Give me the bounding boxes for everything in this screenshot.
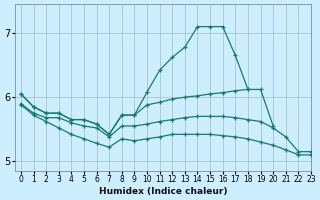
X-axis label: Humidex (Indice chaleur): Humidex (Indice chaleur)	[99, 187, 227, 196]
